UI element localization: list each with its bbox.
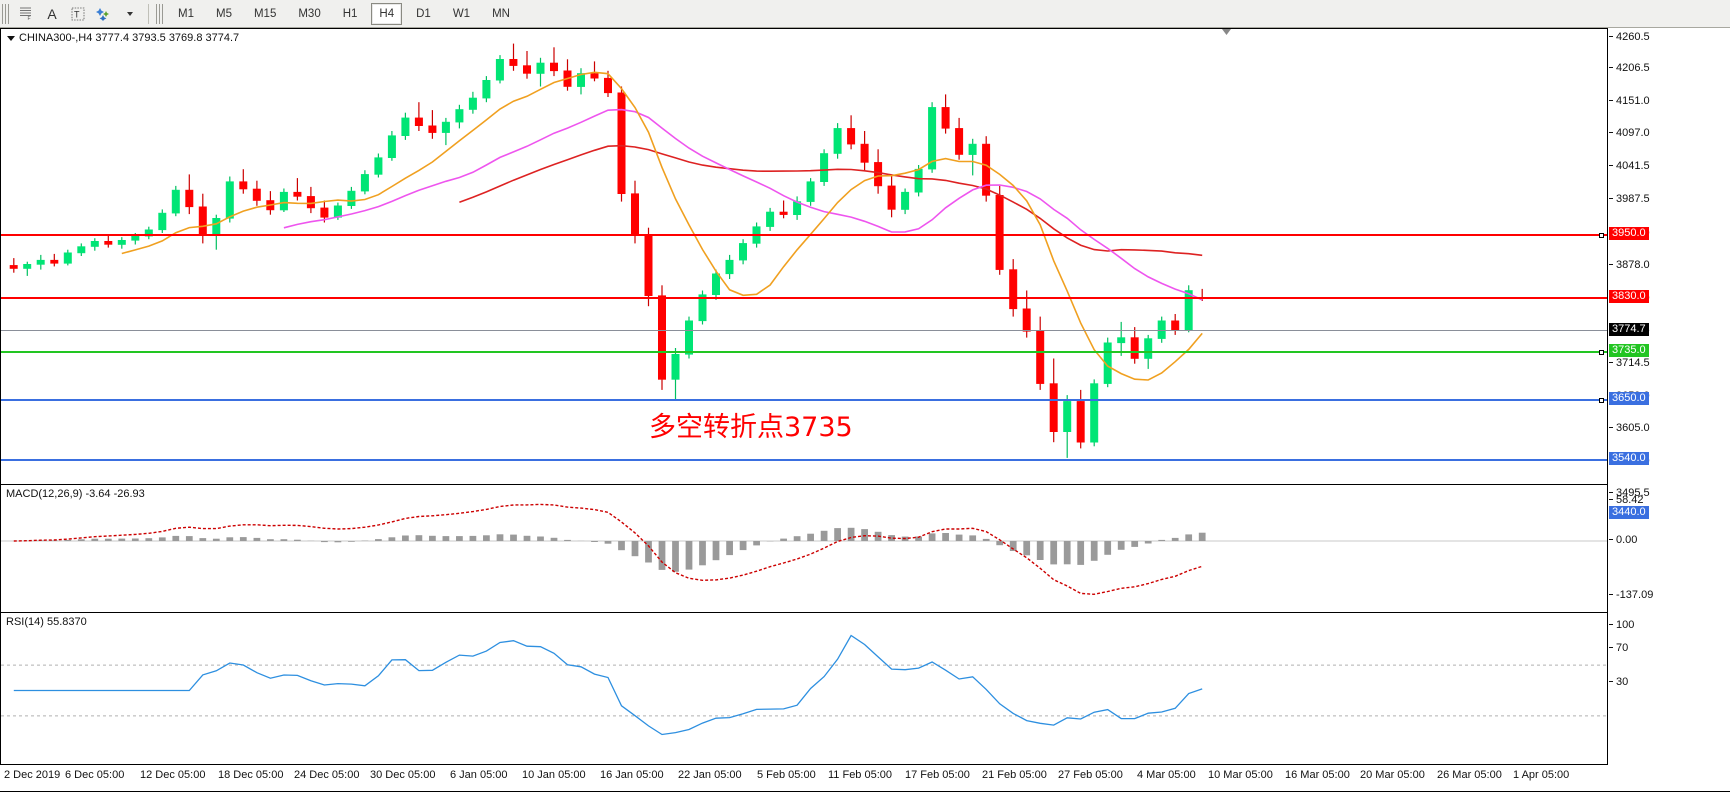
time-label: 17 Feb 05:00 — [905, 769, 970, 781]
chart-plot[interactable]: CHINA300-,H4 3777.4 3793.5 3769.8 3774.7… — [0, 28, 1608, 765]
text-label-icon[interactable]: T — [66, 2, 90, 26]
price-level-line[interactable] — [1, 459, 1607, 461]
rsi-svg — [1, 634, 1607, 736]
price-level-tag[interactable]: 3774.7 — [1609, 323, 1649, 336]
level-anchor-handle[interactable] — [1599, 350, 1604, 355]
price-tick: 4097.0 — [1609, 127, 1650, 139]
price-level-line[interactable] — [1, 398, 1607, 403]
price-level-tag[interactable]: 3650.0 — [1609, 392, 1649, 405]
price-tick: 4260.5 — [1609, 31, 1650, 43]
time-label: 1 Apr 05:00 — [1513, 769, 1570, 781]
time-label: 11 Feb 05:00 — [828, 769, 893, 781]
chart-toolbar: F A T M1 M5 M15 M30 H1 H4 D1 W1 MN — [0, 0, 1730, 28]
rsi-pane[interactable]: RSI(14) 55.8370 — [1, 612, 1607, 764]
timeframe-grip[interactable] — [156, 3, 163, 24]
time-label: 2 Dec 2019 — [4, 769, 61, 781]
rsi-label: RSI(14) 55.8370 — [6, 616, 87, 628]
scroll-marker-icon[interactable] — [1222, 29, 1231, 35]
time-label: 6 Jan 05:00 — [450, 769, 508, 781]
price-tick: 4206.5 — [1609, 62, 1650, 74]
time-label: 16 Mar 05:00 — [1285, 769, 1350, 781]
level-anchor-handle[interactable] — [1599, 233, 1604, 238]
time-label: 10 Mar 05:00 — [1208, 769, 1273, 781]
svg-text:F: F — [27, 16, 30, 21]
price-tick: 100 — [1609, 619, 1634, 631]
price-level-tag[interactable]: 3830.0 — [1609, 290, 1649, 303]
price-tick: 0.00 — [1609, 534, 1637, 546]
time-label: 18 Dec 05:00 — [218, 769, 284, 781]
price-tick: 58.42 — [1609, 494, 1644, 506]
crosshair-grid-icon[interactable]: F — [14, 2, 38, 26]
price-tick: 70 — [1609, 642, 1628, 654]
symbol-header: CHINA300-,H4 3777.4 3793.5 3769.8 3774.7 — [7, 32, 239, 44]
price-tick: 3878.0 — [1609, 259, 1650, 271]
text-format-icon[interactable]: A — [47, 5, 57, 22]
timeframe-h4[interactable]: H4 — [371, 2, 403, 25]
collapse-triangle-icon[interactable] — [7, 35, 15, 41]
time-label: 21 Feb 05:00 — [982, 769, 1047, 781]
time-label: 5 Feb 05:00 — [757, 769, 816, 781]
time-scale[interactable]: 2 Dec 2019 6 Dec 05:00 12 Dec 05:00 18 Dec … — [0, 766, 1730, 792]
macd-svg — [1, 503, 1607, 596]
timeframe-w1[interactable]: W1 — [452, 7, 471, 20]
time-label: 30 Dec 05:00 — [370, 769, 436, 781]
price-tick: 4041.5 — [1609, 160, 1650, 172]
time-label: 16 Jan 05:00 — [600, 769, 664, 781]
level-anchor-handle[interactable] — [1599, 398, 1604, 403]
price-level-line[interactable] — [1, 350, 1607, 355]
price-tick: 3495.5 — [1609, 487, 1650, 499]
price-candles-svg — [9, 43, 1207, 458]
price-tick: 3714.5 — [1609, 357, 1650, 369]
time-label: 20 Mar 05:00 — [1360, 769, 1425, 781]
time-label: 26 Mar 05:00 — [1437, 769, 1502, 781]
chevron-down-icon[interactable] — [118, 2, 142, 26]
timeframe-m30[interactable]: M30 — [298, 7, 321, 20]
price-tick: 4151.0 — [1609, 95, 1650, 107]
price-scale[interactable]: 4260.54206.54151.04097.04041.53987.53932… — [1609, 28, 1730, 765]
price-tick: 3987.5 — [1609, 193, 1650, 205]
price-level-tag[interactable]: 3440.0 — [1609, 506, 1649, 519]
timeframe-h1[interactable]: H1 — [342, 7, 358, 20]
time-label: 4 Mar 05:00 — [1137, 769, 1196, 781]
price-tick: 30 — [1609, 676, 1628, 688]
price-tick: 3605.0 — [1609, 422, 1650, 434]
price-level-line[interactable] — [1, 297, 1607, 299]
timeframe-m15[interactable]: M15 — [253, 7, 277, 20]
time-label: 12 Dec 05:00 — [140, 769, 206, 781]
time-label: 6 Dec 05:00 — [65, 769, 125, 781]
price-level-tag[interactable]: 3540.0 — [1609, 452, 1649, 465]
chart-area: CHINA300-,H4 3777.4 3793.5 3769.8 3774.7… — [0, 28, 1730, 792]
toolbar-grip[interactable] — [2, 3, 9, 24]
timeframe-d1[interactable]: D1 — [416, 7, 431, 20]
toolbar-separator — [148, 3, 149, 24]
time-label: 24 Dec 05:00 — [294, 769, 360, 781]
timeframe-m1[interactable]: M1 — [178, 7, 194, 20]
svg-text:T: T — [74, 9, 80, 19]
price-level-line[interactable] — [1, 330, 1607, 331]
price-pane[interactable]: CHINA300-,H4 3777.4 3793.5 3769.8 3774.7… — [1, 28, 1607, 483]
price-level-tag[interactable]: 3735.0 — [1609, 344, 1649, 357]
timeframe-m5[interactable]: M5 — [215, 7, 232, 20]
symbol-header-text: CHINA300-,H4 3777.4 3793.5 3769.8 3774.7 — [19, 32, 240, 44]
time-label: 27 Feb 05:00 — [1058, 769, 1123, 781]
price-level-tag[interactable]: 3950.0 — [1609, 227, 1649, 240]
chart-annotation: 多空转折点3735 — [649, 412, 853, 443]
time-label: 10 Jan 05:00 — [522, 769, 586, 781]
time-label: 22 Jan 05:00 — [678, 769, 742, 781]
macd-pane[interactable]: MACD(12,26,9) -3.64 -26.93 — [1, 484, 1607, 611]
macd-label: MACD(12,26,9) -3.64 -26.93 — [6, 488, 145, 500]
indicators-icon[interactable] — [92, 2, 116, 26]
timeframe-group: M1 M5 M15 M30 H1 H4 D1 W1 MN — [167, 2, 521, 25]
price-tick: -137.09 — [1609, 589, 1653, 601]
timeframe-mn[interactable]: MN — [492, 7, 510, 20]
price-level-line[interactable] — [1, 233, 1607, 238]
